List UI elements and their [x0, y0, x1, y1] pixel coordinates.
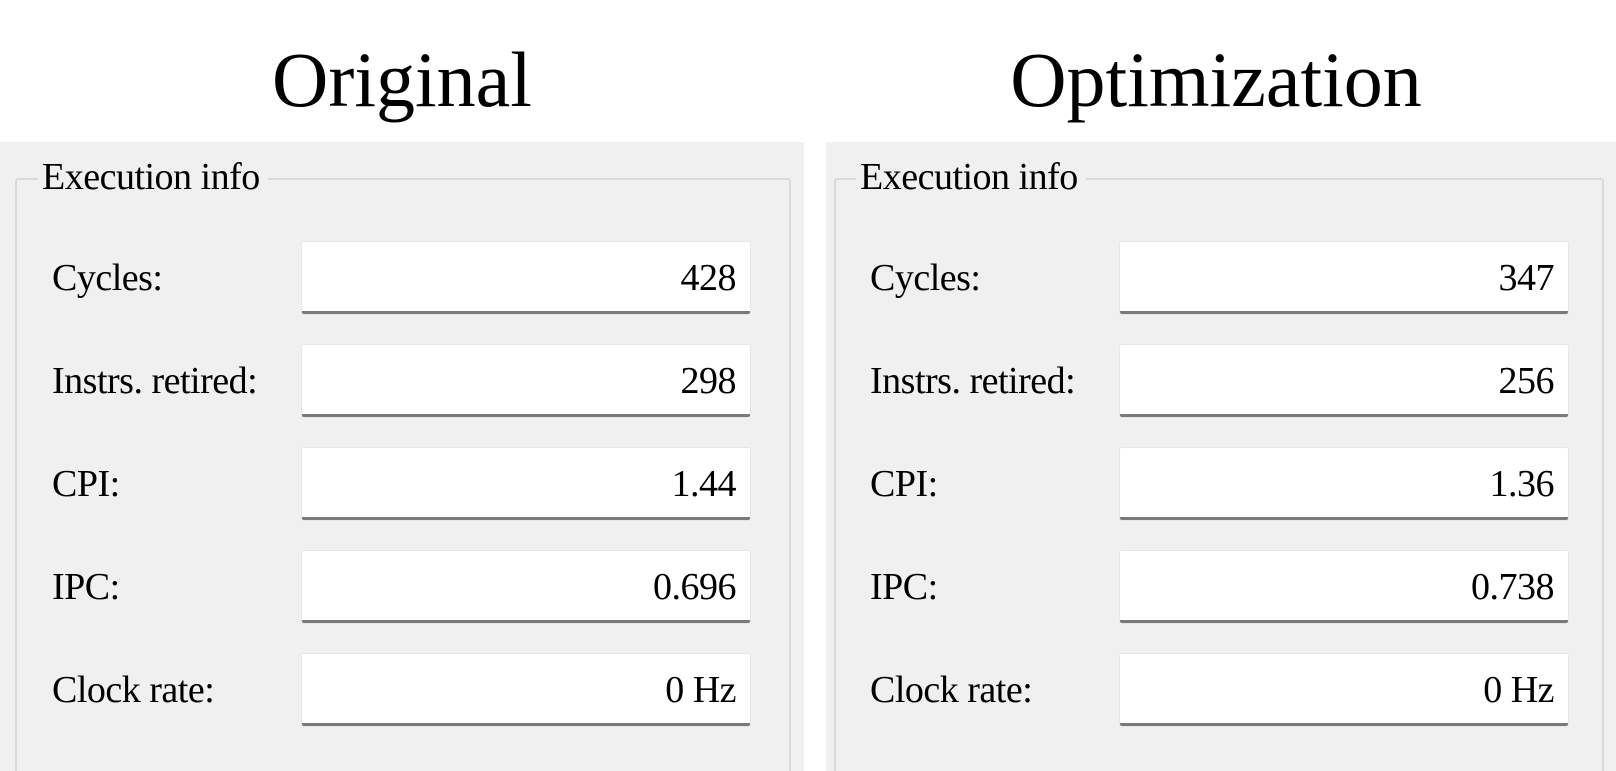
instrs-retired-label: Instrs. retired: [52, 360, 258, 402]
cycles-value: 428 [680, 257, 737, 299]
clock-rate-field[interactable]: 0 Hz [1120, 654, 1568, 726]
cpi-label: CPI: [870, 463, 938, 505]
clock-rate-value: 0 Hz [1483, 669, 1554, 711]
execution-info-title: Execution info [38, 152, 268, 202]
instrs-retired-field[interactable]: 298 [302, 345, 750, 417]
original-panel: Execution info Cycles: 428 Instrs. retir… [0, 142, 804, 771]
instrs-retired-label: Instrs. retired: [870, 360, 1076, 402]
execution-info-title: Execution info [856, 152, 1086, 202]
cycles-label: Cycles: [52, 257, 163, 299]
instrs-retired-value: 256 [1498, 360, 1555, 402]
cycles-field[interactable]: 428 [302, 242, 750, 314]
cpi-label: CPI: [52, 463, 120, 505]
ipc-field[interactable]: 0.738 [1120, 551, 1568, 623]
cpi-value: 1.44 [671, 463, 737, 505]
original-heading: Original [272, 36, 532, 123]
optimization-panel: Execution info Cycles: 347 Instrs. retir… [826, 142, 1616, 771]
execution-info-group [15, 178, 791, 771]
ipc-field[interactable]: 0.696 [302, 551, 750, 623]
cycles-value: 347 [1498, 257, 1555, 299]
cpi-field[interactable]: 1.36 [1120, 448, 1568, 520]
instrs-retired-field[interactable]: 256 [1120, 345, 1568, 417]
cpi-value: 1.36 [1489, 463, 1555, 505]
ipc-value: 0.696 [653, 566, 737, 608]
ipc-value: 0.738 [1471, 566, 1555, 608]
cpi-field[interactable]: 1.44 [302, 448, 750, 520]
cycles-field[interactable]: 347 [1120, 242, 1568, 314]
ipc-label: IPC: [52, 566, 120, 608]
optimization-heading: Optimization [1010, 36, 1422, 123]
clock-rate-field[interactable]: 0 Hz [302, 654, 750, 726]
cycles-label: Cycles: [870, 257, 981, 299]
clock-rate-value: 0 Hz [665, 669, 736, 711]
clock-rate-label: Clock rate: [52, 669, 215, 711]
execution-info-group [834, 178, 1604, 771]
instrs-retired-value: 298 [680, 360, 737, 402]
ipc-label: IPC: [870, 566, 938, 608]
clock-rate-label: Clock rate: [870, 669, 1033, 711]
